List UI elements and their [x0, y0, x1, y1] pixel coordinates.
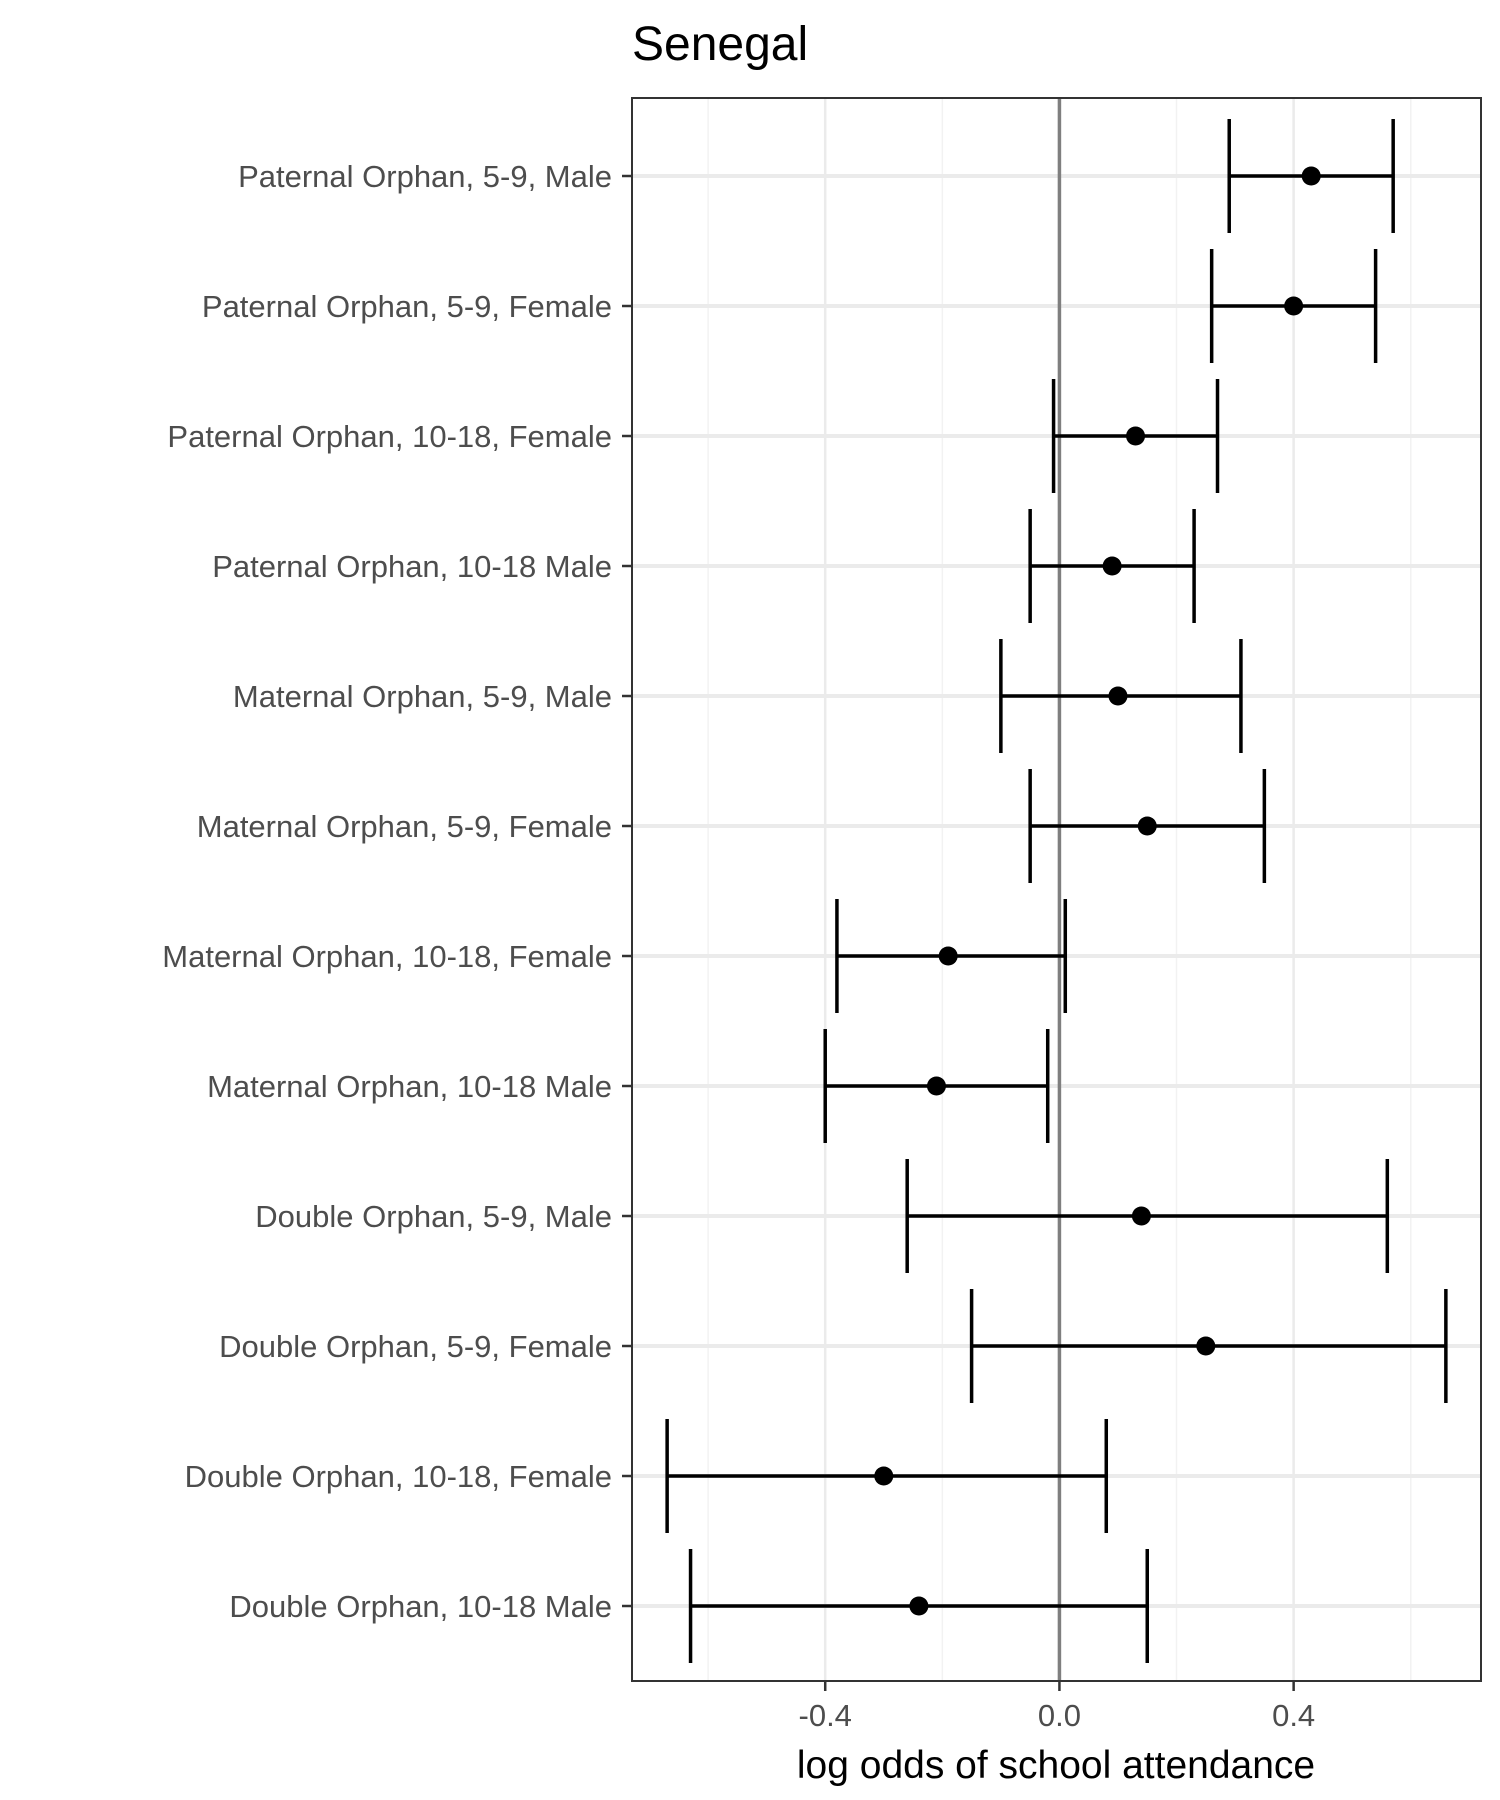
x-tick-label: 0.4 — [1272, 1698, 1315, 1733]
data-marks — [665, 119, 1448, 1663]
y-tick-label: Paternal Orphan, 5-9, Female — [202, 289, 612, 324]
y-tick-label: Paternal Orphan, 10-18 Male — [212, 549, 612, 584]
point-estimate — [1137, 816, 1157, 836]
grid-lines — [632, 98, 1481, 1681]
panel-border — [631, 97, 1482, 1682]
chart-title: Senegal — [632, 18, 808, 71]
point-estimate — [874, 1466, 894, 1486]
point-estimate — [1126, 426, 1146, 446]
y-tick-label: Double Orphan, 5-9, Female — [219, 1329, 612, 1364]
point-estimate — [938, 946, 958, 966]
point-estimate — [1284, 296, 1304, 316]
y-tick-label: Paternal Orphan, 5-9, Male — [238, 159, 612, 194]
point-estimate — [926, 1076, 946, 1096]
x-tick-label: 0.0 — [1038, 1698, 1081, 1733]
x-axis: -0.4 0.0 0.4 — [799, 1681, 1315, 1733]
y-tick-label: Double Orphan, 5-9, Male — [255, 1199, 612, 1234]
y-tick-label: Double Orphan, 10-18, Female — [185, 1459, 612, 1494]
point-estimate — [909, 1596, 929, 1616]
x-tick-label: -0.4 — [799, 1698, 852, 1733]
point-estimate — [1301, 166, 1321, 186]
y-tick-label: Maternal Orphan, 10-18, Female — [162, 939, 612, 974]
point-estimate — [1131, 1206, 1151, 1226]
y-axis: Paternal Orphan, 5-9, Male Paternal Orpha… — [162, 159, 632, 1624]
point-estimate — [1108, 686, 1128, 706]
y-tick-label: Maternal Orphan, 10-18 Male — [207, 1069, 612, 1104]
x-axis-title: log odds of school attendance — [797, 1744, 1315, 1787]
y-tick-label: Maternal Orphan, 5-9, Male — [233, 679, 612, 714]
point-estimate — [1102, 556, 1122, 576]
point-estimate — [1196, 1336, 1216, 1356]
y-tick-label: Paternal Orphan, 10-18, Female — [167, 419, 612, 454]
y-tick-label: Double Orphan, 10-18 Male — [229, 1589, 612, 1624]
y-tick-label: Maternal Orphan, 5-9, Female — [197, 809, 612, 844]
